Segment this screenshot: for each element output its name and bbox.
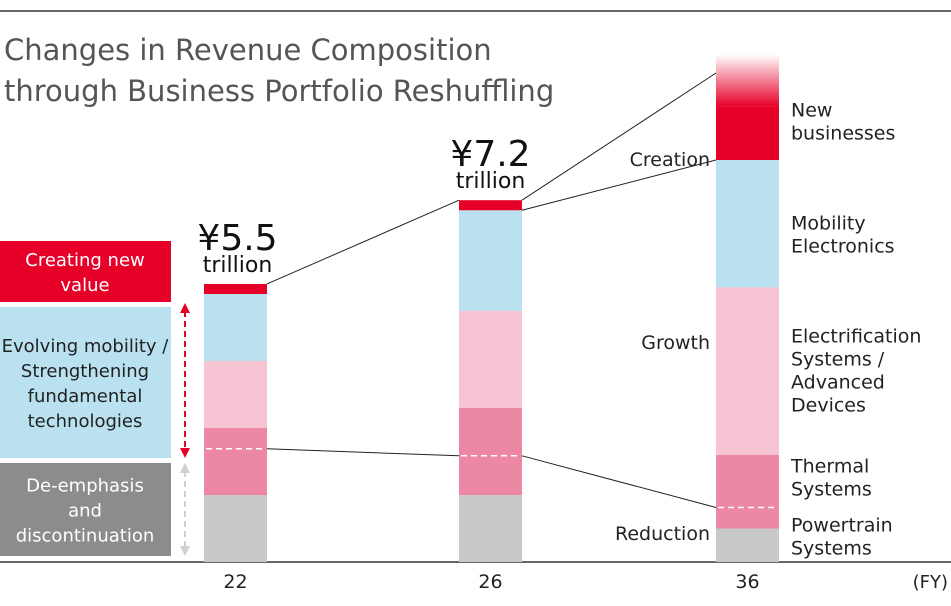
bar-22-mobility-electronics <box>204 294 267 361</box>
arrow-gray-head-down <box>180 546 190 556</box>
legend-box-0 <box>0 241 171 302</box>
legend-label-1-1: Strengthening <box>21 361 149 382</box>
bar-36-new-businesses <box>716 106 779 160</box>
total-amount-22: ¥5.5 <box>197 218 277 259</box>
legend-label-1-2: fundamental <box>28 386 143 407</box>
legend-box-1 <box>0 307 171 458</box>
legend-label-1-0: Evolving mobility / <box>2 336 170 357</box>
legend-label-2-0: De-emphasis <box>26 476 144 497</box>
series-label-electrification-systems-advanced-devices-2: Advanced <box>791 372 885 394</box>
legend-label-0-1: value <box>60 275 109 296</box>
series-label-mobility-electronics-0: Mobility <box>791 213 866 235</box>
total-unit-22: trillion <box>203 253 273 278</box>
total-amount-26: ¥7.2 <box>450 134 530 175</box>
series-label-powertrain-systems-1: Systems <box>791 538 872 560</box>
stage-label-growth: Growth <box>641 332 710 354</box>
bar-36-electrification-systems-advanced-devices <box>716 287 779 455</box>
legend-label-2-2: discontinuation <box>16 526 155 547</box>
connector-top-26-36 <box>521 72 717 201</box>
range-arrows <box>180 303 190 556</box>
bar-36-new-businesses-fade <box>716 54 779 107</box>
series-label-electrification-systems-advanced-devices-3: Devices <box>791 395 866 417</box>
bar-36-thermal-systems <box>716 454 779 529</box>
chart-title-line-2: through Business Portfolio Reshuffling <box>4 74 554 108</box>
arrow-red-head-up <box>180 303 190 313</box>
bar-22-electrification-systems-advanced-devices <box>204 361 267 428</box>
x-tick-label-22: 22 <box>223 571 247 593</box>
x-tick-label-36: 36 <box>735 571 759 593</box>
series-label-new-businesses-1: businesses <box>791 123 895 145</box>
bar-22-powertrain-systems <box>204 495 267 562</box>
connector-split-26-36 <box>521 455 717 508</box>
legend-label-1-3: technologies <box>28 411 143 432</box>
bar-26-thermal-systems <box>459 407 522 495</box>
legend-label-0-0: Creating new <box>25 250 145 271</box>
series-label-mobility-electronics-1: Electronics <box>791 236 895 258</box>
series-label-thermal-systems-0: Thermal <box>790 456 869 478</box>
connector-top-22-26 <box>266 199 460 285</box>
legend-label-2-1: and <box>68 501 102 522</box>
bar-22-thermal-systems <box>204 428 267 495</box>
stage-label-creation: Creation <box>630 149 710 171</box>
total-unit-26: trillion <box>456 169 526 194</box>
series-label-thermal-systems-1: Systems <box>791 479 872 501</box>
series-label-powertrain-systems-0: Powertrain <box>791 515 893 537</box>
connector-new-26-36 <box>521 159 717 211</box>
bar-22-new-businesses <box>204 283 267 294</box>
arrow-gray-head-up <box>180 463 190 473</box>
legend-box-2 <box>0 463 171 556</box>
connector-split-22-26 <box>266 448 460 457</box>
category-legend: Creating new value Evolving mobility / Stre… <box>0 241 171 556</box>
arrow-red-head-down <box>180 448 190 458</box>
stage-label-reduction: Reduction <box>615 523 710 545</box>
bar-36-powertrain-systems <box>716 528 779 562</box>
bar-36-mobility-electronics <box>716 160 779 288</box>
x-tick-label-26: 26 <box>478 571 502 593</box>
bars <box>204 54 779 562</box>
bar-26-electrification-systems-advanced-devices <box>459 310 522 408</box>
series-label-electrification-systems-advanced-devices-1: Systems / <box>791 349 885 371</box>
connector-lines <box>266 72 717 508</box>
bar-26-powertrain-systems <box>459 495 522 562</box>
chart-labels: 22 26 36¥5.5trillion¥7.2trillionPowertrain… <box>197 100 921 594</box>
series-label-electrification-systems-advanced-devices-0: Electrification <box>791 326 921 348</box>
bar-26-new-businesses <box>459 200 522 211</box>
series-label-new-businesses-0: New <box>791 100 832 122</box>
bar-26-mobility-electronics <box>459 210 522 311</box>
fy-unit-label: (FY) <box>913 572 948 593</box>
chart-title-line-1: Changes in Revenue Composition <box>4 33 492 67</box>
